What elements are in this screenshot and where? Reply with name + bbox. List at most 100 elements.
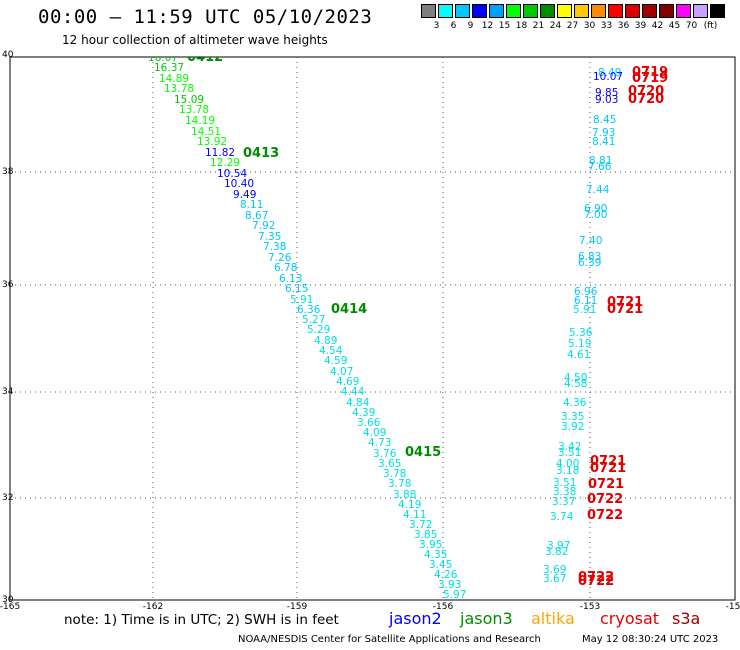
- pass-time-label: 0722: [578, 574, 615, 589]
- wave-height-value: 7.00: [584, 209, 608, 221]
- wave-height-value: 6.36: [297, 304, 321, 316]
- scale-tick-label: 33: [600, 21, 613, 31]
- pass-time-label: 0412: [187, 57, 224, 65]
- wave-height-value: 6.83: [578, 251, 602, 263]
- wave-height-value: 6.78: [274, 262, 298, 274]
- pass-time-label: 0722: [587, 492, 624, 507]
- wave-height-value: 3.42: [558, 441, 582, 453]
- wave-height-value: 4.26: [434, 569, 458, 581]
- wave-height-value: 4.61: [567, 349, 591, 361]
- wave-height-value: 3.67: [543, 573, 567, 585]
- wave-height-value: 3.74: [550, 511, 574, 523]
- wave-height-value: 3.37: [552, 496, 576, 508]
- plot-border: [9, 56, 736, 601]
- satellite-altika: altika: [531, 609, 575, 628]
- wave-height-value: 7.66: [588, 161, 612, 173]
- footnote: note: 1) Time is in UTC; 2) SWH is in fe…: [64, 612, 339, 628]
- scale-swatch: [557, 4, 572, 18]
- wave-height-value: 9.85: [595, 87, 619, 99]
- wave-height-value: 3.51: [553, 477, 577, 489]
- wave-height-value: 3.95: [419, 539, 443, 551]
- wave-height-value: 5.91: [290, 294, 314, 306]
- longitude-label: -156: [432, 602, 454, 612]
- wave-height-value: 3.35: [561, 411, 585, 423]
- wave-height-value: 6.39: [578, 257, 602, 269]
- wave-height-value: 4.59: [324, 355, 348, 367]
- scale-swatch: [659, 4, 674, 18]
- pass-time-label: 0719: [632, 65, 669, 80]
- longitude-label: -162: [142, 602, 164, 612]
- scale-swatch: [642, 4, 657, 18]
- pass-time-label: 0721: [588, 477, 625, 492]
- scale-swatch: [625, 4, 640, 18]
- wave-height-value: 4.09: [363, 427, 387, 439]
- wave-height-value: 4.39: [352, 407, 376, 419]
- wave-height-value: 3.66: [357, 417, 381, 429]
- pass-time-label: 0719: [632, 71, 669, 86]
- wave-height-value: 16.37: [154, 62, 185, 74]
- satellite-s3a: s3a: [672, 609, 701, 628]
- scale-tick-label: 6: [450, 21, 457, 31]
- wave-height-value: 4.35: [424, 549, 448, 561]
- satellite-jason2: jason2: [389, 609, 442, 628]
- wave-height-value: 3.69: [543, 564, 567, 576]
- wave-height-value: 3.88: [393, 489, 417, 501]
- longitude-label: -15: [725, 602, 740, 612]
- wave-height-value: 3.78: [383, 468, 407, 480]
- scale-swatch: [608, 4, 623, 18]
- wave-height-value: 13.78: [179, 104, 210, 116]
- scale-tick-label: 21: [532, 21, 545, 31]
- wave-height-value: 7.35: [258, 231, 282, 243]
- wave-height-value: 3.97: [547, 540, 571, 552]
- scale-tick-label: 42: [651, 21, 664, 31]
- pass-time-label: 0721: [590, 454, 627, 469]
- wave-height-value: 7.40: [579, 235, 603, 247]
- latitude-label: 38: [2, 167, 14, 177]
- pass-time-label: 0722: [587, 508, 624, 523]
- wave-height-value: 6.13: [279, 273, 303, 285]
- wave-height-value: 3.38: [553, 486, 577, 498]
- longitude-label: -159: [286, 602, 308, 612]
- scale-tick-label: 15: [498, 21, 511, 31]
- wave-height-value: 7.93: [592, 127, 616, 139]
- wave-height-value: 3.93: [438, 579, 462, 591]
- wave-height-value: 14.89: [159, 73, 190, 85]
- scale-tick-label: 30: [583, 21, 596, 31]
- wave-height-value: 7.44: [586, 184, 610, 196]
- wave-height-value: 3.18: [556, 465, 580, 477]
- scale-swatch: [523, 4, 538, 18]
- latitude-label: 36: [2, 280, 14, 290]
- wave-height-value: 3.76: [373, 448, 397, 460]
- wave-height-value: 10.07: [593, 71, 624, 83]
- wave-height-value: 7.26: [268, 252, 292, 264]
- latitude-label: 30: [2, 595, 14, 605]
- wave-height-value: 10.40: [224, 178, 255, 190]
- chart-subtitle: 12 hour collection of altimeter wave hei…: [62, 33, 328, 47]
- pass-time-label: 0413: [243, 146, 280, 161]
- wave-height-value: 6.90: [584, 203, 608, 215]
- wave-height-value: 7.92: [252, 220, 276, 232]
- wave-height-value: 14.51: [191, 126, 222, 138]
- scale-tick-label: 70: [685, 21, 698, 31]
- scale-tick-label: 24: [549, 21, 562, 31]
- scale-tick-label: 18: [515, 21, 528, 31]
- wave-height-value: 4.36: [563, 397, 587, 409]
- wave-height-value: 3.82: [545, 546, 569, 558]
- wave-height-value: 8.81: [589, 155, 613, 167]
- scale-swatch: [676, 4, 691, 18]
- longitude-label: -165: [0, 602, 21, 612]
- wave-height-value: 3.51: [558, 447, 582, 459]
- pass-time-label: 0721: [607, 302, 644, 317]
- satellite-jason3: jason3: [460, 609, 513, 628]
- pass-time-label: 0721: [607, 295, 644, 310]
- latitude-label: 40: [2, 50, 14, 60]
- wave-height-value: 4.69: [336, 376, 360, 388]
- pass-time-label: 0722: [578, 570, 615, 585]
- wave-height-value: 5.36: [569, 327, 593, 339]
- lat-lon-grid: [10, 57, 735, 600]
- latitude-label: 34: [2, 387, 14, 397]
- wave-height-value: 12.29: [210, 157, 241, 169]
- longitude-label: -153: [579, 602, 601, 612]
- wave-height-value: 3.45: [429, 559, 453, 571]
